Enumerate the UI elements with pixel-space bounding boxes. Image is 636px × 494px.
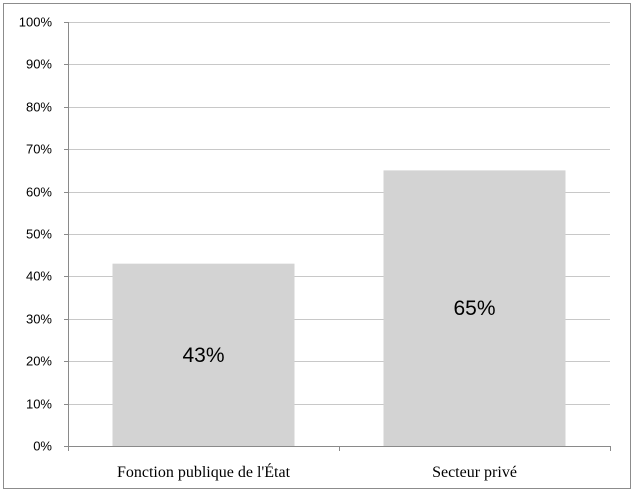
y-tick-label: 60%: [26, 185, 52, 200]
bar-data-labels: 43% 65%: [182, 297, 495, 367]
y-tick-label: 20%: [26, 354, 52, 369]
bar-value-label: 65%: [453, 297, 495, 320]
y-tick-label: 90%: [26, 57, 52, 72]
bars: [112, 170, 566, 446]
y-tick-label: 0%: [33, 439, 52, 454]
y-tick-label: 100%: [19, 15, 53, 30]
bar-1: [112, 263, 295, 446]
y-tick-label: 70%: [26, 142, 52, 157]
category-label: Secteur privé: [432, 464, 517, 481]
bar-value-label: 43%: [182, 344, 224, 367]
y-tick-label: 30%: [26, 312, 52, 327]
y-tick-label: 80%: [26, 100, 52, 115]
bar-2: [383, 170, 566, 446]
y-tick-label: 50%: [26, 227, 52, 242]
category-label: Fonction publique de l'État: [117, 462, 291, 481]
x-axis-category-labels: Fonction publique de l'État Secteur privé: [117, 462, 517, 481]
y-tick-label: 40%: [26, 269, 52, 284]
axes: [68, 22, 611, 451]
y-tick-label: 10%: [26, 397, 52, 412]
y-axis-tick-labels: 0% 10% 20% 30% 40% 50% 60% 70% 80% 90% 100%: [19, 15, 53, 454]
